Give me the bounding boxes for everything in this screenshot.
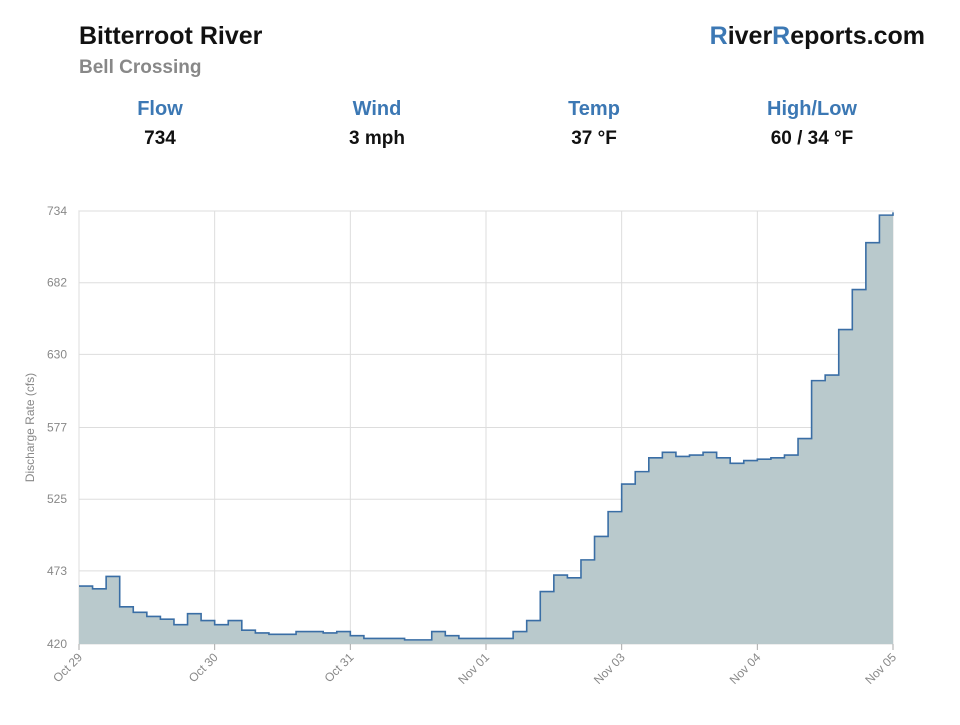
stat-value: 734 — [144, 128, 176, 149]
y-tick-label: 630 — [47, 347, 67, 361]
stat-value: 60 / 34 °F — [771, 128, 854, 149]
line — [79, 212, 894, 641]
x-tick-label: Nov 05 — [862, 650, 899, 687]
y-tick-label: 525 — [47, 492, 67, 506]
x-tick-label: Oct 31 — [322, 650, 357, 685]
stat-value: 3 mph — [349, 128, 405, 149]
brand-part: R — [772, 22, 790, 50]
y-tick-label: 420 — [47, 637, 67, 651]
brand-part: iver — [728, 22, 773, 50]
x-tick-label: Oct 30 — [186, 650, 221, 685]
x-tick-label: Nov 03 — [591, 650, 628, 687]
subtitle: Bell Crossing — [79, 57, 201, 78]
brand-part: R — [710, 22, 728, 50]
x-tick-label: Nov 04 — [727, 650, 764, 687]
stat-label: High/Low — [767, 98, 857, 120]
stat-label: Flow — [137, 98, 183, 120]
stat-label: Wind — [353, 98, 402, 120]
stats: Flow 734 Wind 3 mph Temp 37 °F High/Low 60 / 34… — [137, 98, 857, 149]
x-tick-label: Nov 01 — [455, 650, 492, 687]
stat-value: 37 °F — [571, 128, 617, 149]
area — [79, 212, 893, 645]
brand[interactable]: RiverReports.com — [710, 22, 925, 50]
x-tick-label: Oct 29 — [50, 650, 85, 685]
y-tick-label: 682 — [47, 276, 67, 290]
chart: 420 473 525 577 630 682 734 Oct 29 Oct 30 Oct 31 N… — [23, 204, 899, 687]
y-tick-label: 577 — [47, 421, 67, 435]
y-tick-label: 473 — [47, 564, 67, 578]
stat-label: Temp — [568, 98, 620, 120]
y-tick-label: 734 — [47, 204, 67, 218]
title: Bitterroot River — [79, 22, 263, 50]
y-axis-label: Discharge Rate (cfs) — [23, 373, 37, 482]
brand-part: eports.com — [790, 22, 925, 50]
